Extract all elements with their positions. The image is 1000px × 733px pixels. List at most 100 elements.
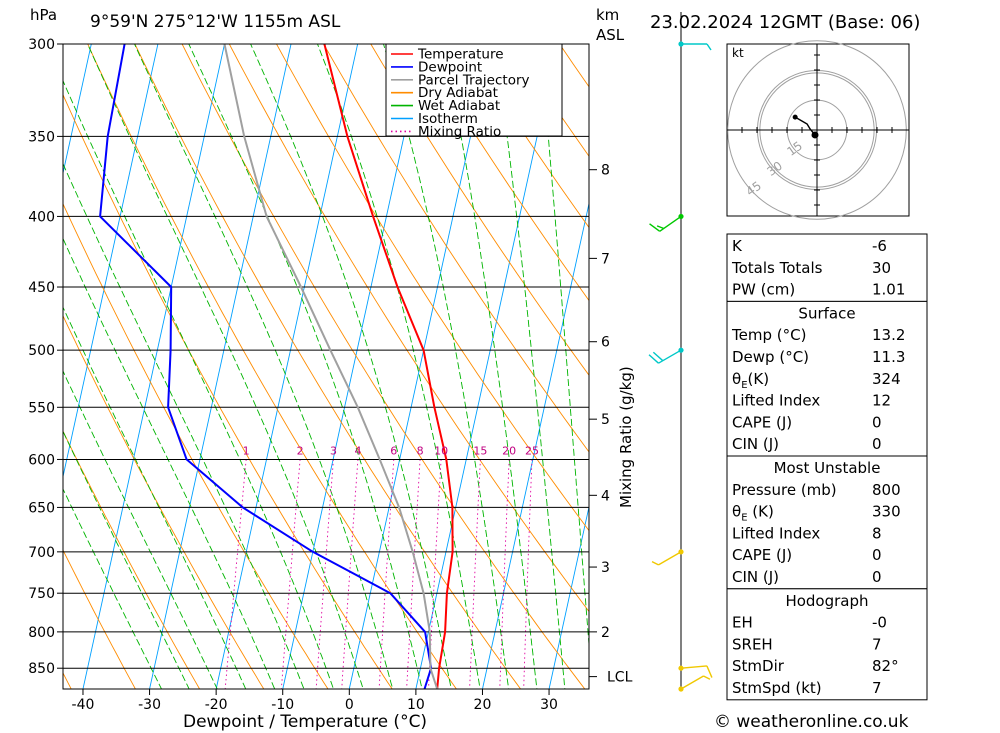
hodograph-trace xyxy=(794,116,816,136)
parcel-trajectory-line xyxy=(223,44,439,689)
surface-table-row-label: Dewp (°C) xyxy=(732,348,809,366)
wet-adiabat-line xyxy=(87,44,364,689)
surface-table-row-value: 12 xyxy=(872,392,891,410)
dry-adiabat-line xyxy=(0,3,14,703)
wind-barb-feather xyxy=(703,675,711,680)
hodograph-table-row-value: -0 xyxy=(872,614,887,632)
hodograph-end-dot xyxy=(792,114,798,120)
pressure-tick-label: 850 xyxy=(28,661,55,677)
legend-label: Temperature xyxy=(417,47,504,63)
mixing-ratio-label: 15 xyxy=(473,444,487,457)
dry-adiabat-line xyxy=(134,44,522,689)
mixing-ratio-axis-title: Mixing Ratio (g/kg) xyxy=(617,366,635,508)
mixing-ratio-line xyxy=(315,459,334,689)
most-unstable-table-row-label: CIN (J) xyxy=(732,568,779,586)
isotherm-line xyxy=(215,44,359,689)
temperature-tick-label: -10 xyxy=(271,697,294,713)
hodograph-table-row-label: EH xyxy=(732,614,753,632)
legend-label: Parcel Trajectory xyxy=(418,72,530,88)
surface-table-row-value: 0 xyxy=(872,413,882,431)
dry-adiabat-line xyxy=(275,44,589,532)
isotherm-line xyxy=(548,504,589,689)
mixing-ratio-label: 8 xyxy=(417,444,424,457)
wind-barb-staff xyxy=(659,215,682,232)
surface-table-heading: Surface xyxy=(798,304,855,322)
wind-barb-feather xyxy=(706,43,712,51)
wet-adiabat-line xyxy=(63,430,190,689)
hodograph-table-heading: Hodograph xyxy=(785,592,868,610)
wet-adiabat-line xyxy=(442,44,538,689)
temperature-axis: -40 -30 -20 -10 0 10 20 30 xyxy=(72,689,558,713)
km-tick-label: 3 xyxy=(601,560,610,576)
dry-adiabat-line xyxy=(417,44,589,302)
plot-frame xyxy=(62,43,590,690)
dry-adiabat-line xyxy=(464,44,589,229)
mixing-ratio-label: 2 xyxy=(297,444,304,457)
indices-table-row-label: PW (cm) xyxy=(732,281,795,299)
temperature-tick-label: 20 xyxy=(474,697,492,713)
isobar-lines xyxy=(63,44,589,669)
temperature-tick-label: -30 xyxy=(138,697,161,713)
mixing-ratio-label: 1 xyxy=(243,444,250,457)
hodograph-table-row-value: 7 xyxy=(872,635,882,653)
legend-label: Dewpoint xyxy=(418,59,482,75)
legend-label: Isotherm xyxy=(418,111,478,127)
copyright-label: © weatheronline.co.uk xyxy=(714,712,909,732)
dry-adiabat-line xyxy=(63,314,265,689)
hodograph-start-dot xyxy=(811,131,819,139)
most-unstable-table-row-label: CAPE (J) xyxy=(732,546,792,564)
hodograph-table-row-value: 82° xyxy=(872,657,899,675)
hpa-label: hPa xyxy=(30,6,57,24)
dry-adiabat-line xyxy=(228,44,589,613)
hodograph-table-row-label: StmSpd (kt) xyxy=(732,679,822,697)
most-unstable-table-row-value: 0 xyxy=(872,546,882,564)
temperature-tick-label: 0 xyxy=(345,697,354,713)
hodograph-table-row-label: StmDir xyxy=(732,657,785,675)
most-unstable-table-row-label: Pressure (mb) xyxy=(732,481,837,499)
surface-table-row-label: CIN (J) xyxy=(732,435,779,453)
wet-adiabat-line xyxy=(63,370,218,689)
dry-adiabat-line xyxy=(63,93,393,689)
pressure-tick-label: 400 xyxy=(28,209,55,225)
indices-table-row-value: 30 xyxy=(872,259,891,277)
km-tick-label: 4 xyxy=(601,488,610,504)
isotherm-line xyxy=(63,44,92,176)
km-tick-label: 8 xyxy=(601,163,610,179)
km-tick-label: 5 xyxy=(601,412,610,428)
mixing-ratio-label: 20 xyxy=(502,444,516,457)
mixing-ratio-line xyxy=(469,459,481,689)
surface-table-row-label: θE(K) xyxy=(732,370,769,391)
most-unstable-table-row-value: 8 xyxy=(872,524,882,542)
most-unstable-table-row-value: 800 xyxy=(872,481,901,499)
pressure-tick-label: 750 xyxy=(28,586,55,602)
x-axis-title: Dewpoint / Temperature (°C) xyxy=(183,712,427,732)
dry-adiabat-line xyxy=(63,430,201,689)
most-unstable-table-row-value: 0 xyxy=(872,568,882,586)
most-unstable-table-row-value: 330 xyxy=(872,503,901,521)
wind-barb-feather xyxy=(706,665,713,678)
pressure-tick-label: 550 xyxy=(28,400,55,416)
mixing-ratio-label: 10 xyxy=(434,444,448,457)
temperature-tick-label: 10 xyxy=(407,697,425,713)
surface-table-row-value: 324 xyxy=(872,370,901,388)
wet-adiabat-line xyxy=(63,306,247,689)
km-tick-label: 2 xyxy=(601,625,610,641)
pressure-tick-label: 350 xyxy=(28,129,55,145)
wet-adiabat-line xyxy=(63,162,305,689)
surface-table-box xyxy=(726,300,928,457)
lcl-label: LCL xyxy=(607,670,633,686)
wind-barb-feather xyxy=(656,225,665,230)
legend-label: Dry Adiabat xyxy=(418,85,498,101)
pressure-tick-label: 300 xyxy=(28,37,55,53)
isotherm-line xyxy=(149,44,292,689)
temperature-line xyxy=(323,44,454,689)
km-tick-label: 7 xyxy=(601,251,610,267)
most-unstable-table-heading: Most Unstable xyxy=(774,459,881,477)
wind-barb-staff xyxy=(680,665,707,669)
wind-profile xyxy=(648,12,713,692)
pressure-tick-label: 800 xyxy=(28,625,55,641)
pressure-tick-label: 500 xyxy=(28,343,55,359)
